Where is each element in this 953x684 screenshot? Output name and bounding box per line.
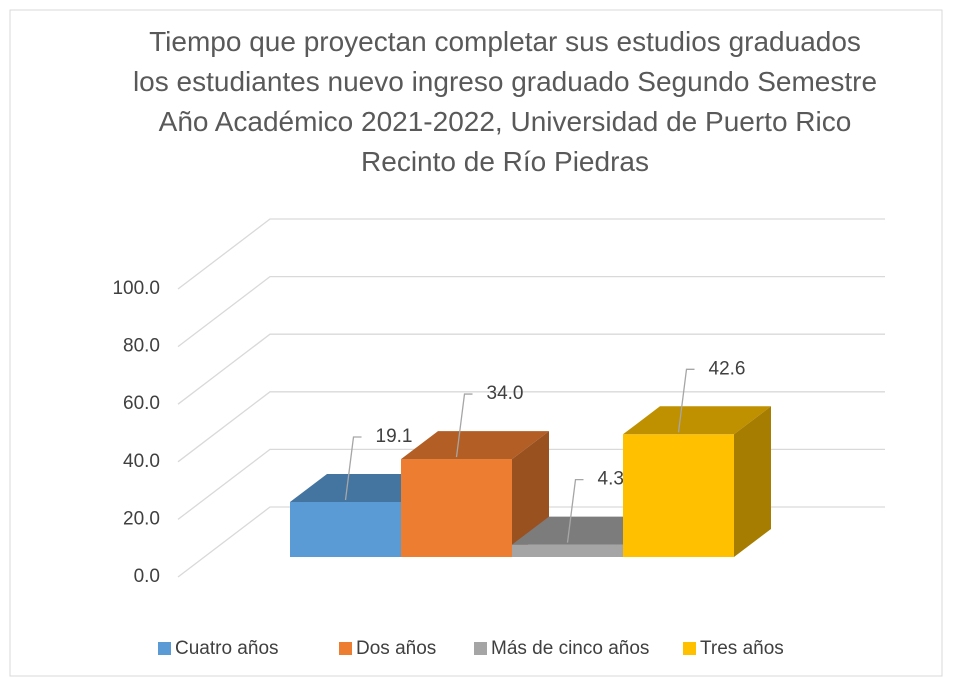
bar-front: [401, 459, 512, 557]
grid-line: [177, 218, 885, 290]
legend-label: Dos años: [356, 638, 436, 659]
data-label: 4.3: [598, 469, 624, 490]
bar-side: [734, 406, 771, 557]
legend-swatch: [158, 642, 171, 655]
y-tick-label: 80.0: [123, 336, 160, 357]
y-tick-label: 0.0: [134, 566, 160, 587]
bar-front: [512, 544, 623, 557]
legend-swatch: [339, 642, 352, 655]
leader-line: [566, 478, 584, 543]
legend-label: Más de cinco años: [491, 638, 649, 659]
data-label: 42.6: [709, 358, 746, 379]
grid-line: [177, 391, 885, 463]
legend-label: Tres años: [700, 638, 784, 659]
chart-border: [9, 9, 943, 677]
grid-line: [177, 333, 885, 405]
y-tick-label: 60.0: [123, 393, 160, 414]
leader-line: [677, 368, 695, 433]
grid-line: [177, 275, 885, 348]
y-tick-label: 40.0: [123, 451, 160, 472]
leader-line: [344, 436, 362, 501]
y-tick-label: 20.0: [123, 508, 160, 529]
legend-label: Cuatro años: [175, 638, 279, 659]
data-label: 34.0: [487, 383, 524, 404]
legend-swatch: [474, 642, 487, 655]
legend-swatch: [683, 642, 696, 655]
bar-top: [401, 431, 549, 460]
bar-front: [290, 501, 401, 557]
leader-line: [455, 393, 473, 458]
bar-top: [623, 406, 771, 435]
bar-front: [623, 434, 734, 557]
chart-title: Tiempo que proyectan completar sus estud…: [132, 26, 878, 177]
data-label: 19.1: [376, 426, 413, 447]
y-tick-label: 100.0: [112, 278, 160, 299]
